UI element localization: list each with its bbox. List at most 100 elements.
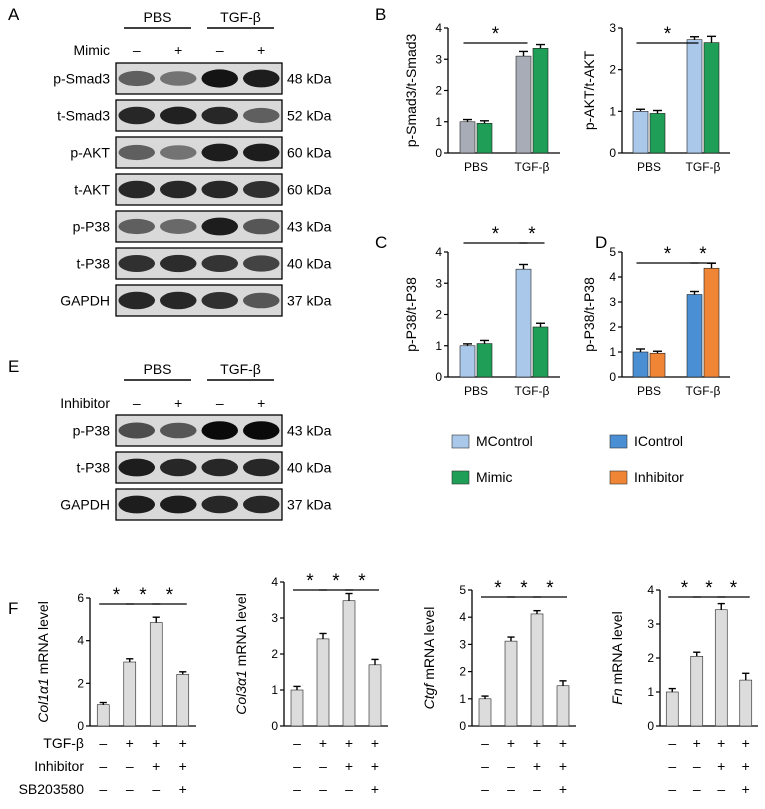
condition-sign: + [319, 735, 327, 751]
x-tick-label: TGF-β [686, 384, 721, 398]
bar [504, 640, 518, 727]
blot-band [159, 106, 197, 125]
y-tick-label: 3 [435, 52, 442, 66]
blot-band [159, 145, 197, 160]
x-tick-label: TGF-β [515, 160, 550, 174]
condition-sign: + [559, 735, 567, 751]
blot-band [118, 291, 156, 310]
bar [649, 352, 666, 378]
kda-label: 43 kDa [287, 219, 332, 235]
y-axis-label: p-AKT/t-AKT [581, 50, 597, 130]
y-label-gene: Fn [609, 688, 625, 705]
blot-band [118, 422, 156, 439]
bar [290, 689, 304, 727]
condition-sign: + [742, 758, 750, 774]
kda-label: 40 kDa [287, 460, 332, 476]
condition-sign: – [126, 781, 134, 797]
treatment-sign: – [216, 42, 224, 58]
blot-band [201, 180, 239, 199]
y-tick-label: 3 [459, 637, 466, 651]
bar [739, 679, 753, 727]
treatment-sign: + [257, 395, 265, 411]
condition-sign: – [668, 735, 676, 751]
bar [703, 267, 720, 378]
condition-sign: – [99, 735, 107, 751]
blot-panel-E: PBS TGF-β Inhibitor – + – + p-P38 43 kDa t-P38 40 … [60, 361, 332, 521]
y-tick-label: 0 [435, 146, 442, 160]
significance-star: * [730, 578, 738, 599]
condition-sign: – [507, 758, 515, 774]
y-tick-label: 4 [77, 634, 84, 648]
blot-band [242, 143, 280, 162]
y-axis-label: p-P38/t-P38 [403, 277, 419, 352]
kda-label: 37 kDa [287, 497, 332, 513]
group-label-0: PBS [143, 9, 171, 25]
legend-label: Mimic [476, 469, 513, 485]
x-tick-label: PBS [637, 160, 661, 174]
blot-band [118, 106, 156, 125]
blot-band [118, 495, 156, 514]
x-tick-label: PBS [464, 384, 488, 398]
chart-F3: 0 1 2 3 4 5 Ctgf mRNA level * * * [421, 578, 576, 733]
blot-label: GAPDH [60, 497, 110, 513]
significance-star: * [492, 224, 500, 245]
bar [632, 351, 649, 378]
blot-band [242, 292, 280, 309]
y-tick-label: 3 [609, 21, 616, 35]
kda-label: 40 kDa [287, 256, 332, 272]
legend-swatch [609, 434, 628, 449]
treatment-sign: + [257, 42, 265, 58]
condition-sign: + [693, 735, 701, 751]
y-tick-label: 1 [647, 685, 654, 699]
y-axis-label: Ctgf mRNA level [421, 607, 437, 710]
blot-band [201, 217, 239, 236]
bar [665, 691, 679, 727]
legend-label: Inhibitor [634, 469, 684, 485]
condition-sign: – [99, 781, 107, 797]
significance-star: * [166, 585, 174, 606]
y-tick-label: 2 [77, 676, 84, 690]
condition-sign: + [371, 781, 379, 797]
condition-sign: – [507, 781, 515, 797]
condition-sign: – [293, 758, 301, 774]
bar [532, 48, 549, 154]
blot-band [201, 143, 239, 162]
treatment-sign: + [174, 42, 182, 58]
y-tick-label: 2 [609, 63, 616, 77]
chart-F4: 0 1 2 3 4 Fn mRNA level * * * [609, 578, 758, 733]
chart-F2: 0 1 2 3 4 Col3α1 mRNA level * * * [233, 571, 388, 733]
condition-sign: – [481, 758, 489, 774]
legend-swatch [451, 470, 470, 485]
condition-label: Inhibitor [34, 758, 84, 774]
bar [123, 661, 137, 727]
blot-band [159, 495, 197, 514]
blot-band [242, 255, 280, 272]
legend: MControl IControl Mimic Inhibitor [451, 433, 684, 485]
condition-sign: – [152, 781, 160, 797]
condition-sign: – [668, 758, 676, 774]
bar [476, 343, 493, 378]
condition-sign: – [319, 758, 327, 774]
chart-D: 0 1 2 3 4 5 p-P38/t-P38 PBS TGF-β * * [581, 244, 730, 398]
condition-sign: – [481, 735, 489, 751]
condition-sign: – [99, 758, 107, 774]
blot-band [201, 291, 239, 310]
y-tick-label: 0 [77, 719, 84, 733]
condition-label: SB203580 [19, 781, 85, 797]
y-axis-label: p-P38/t-P38 [581, 277, 597, 352]
y-tick-label: 2 [435, 308, 442, 322]
significance-star: * [139, 585, 147, 606]
blot-band [118, 218, 156, 235]
y-tick-label: 1 [609, 104, 616, 118]
blot-band [118, 254, 156, 273]
y-tick-label: 4 [459, 610, 466, 624]
condition-sign: + [717, 735, 725, 751]
panel-label-E: E [8, 357, 19, 376]
condition-sign: + [152, 735, 160, 751]
bar [459, 121, 476, 154]
y-label-gene: Col3α1 [233, 670, 249, 715]
legend-swatch [451, 434, 470, 449]
bar [368, 664, 382, 727]
bar [686, 294, 703, 378]
